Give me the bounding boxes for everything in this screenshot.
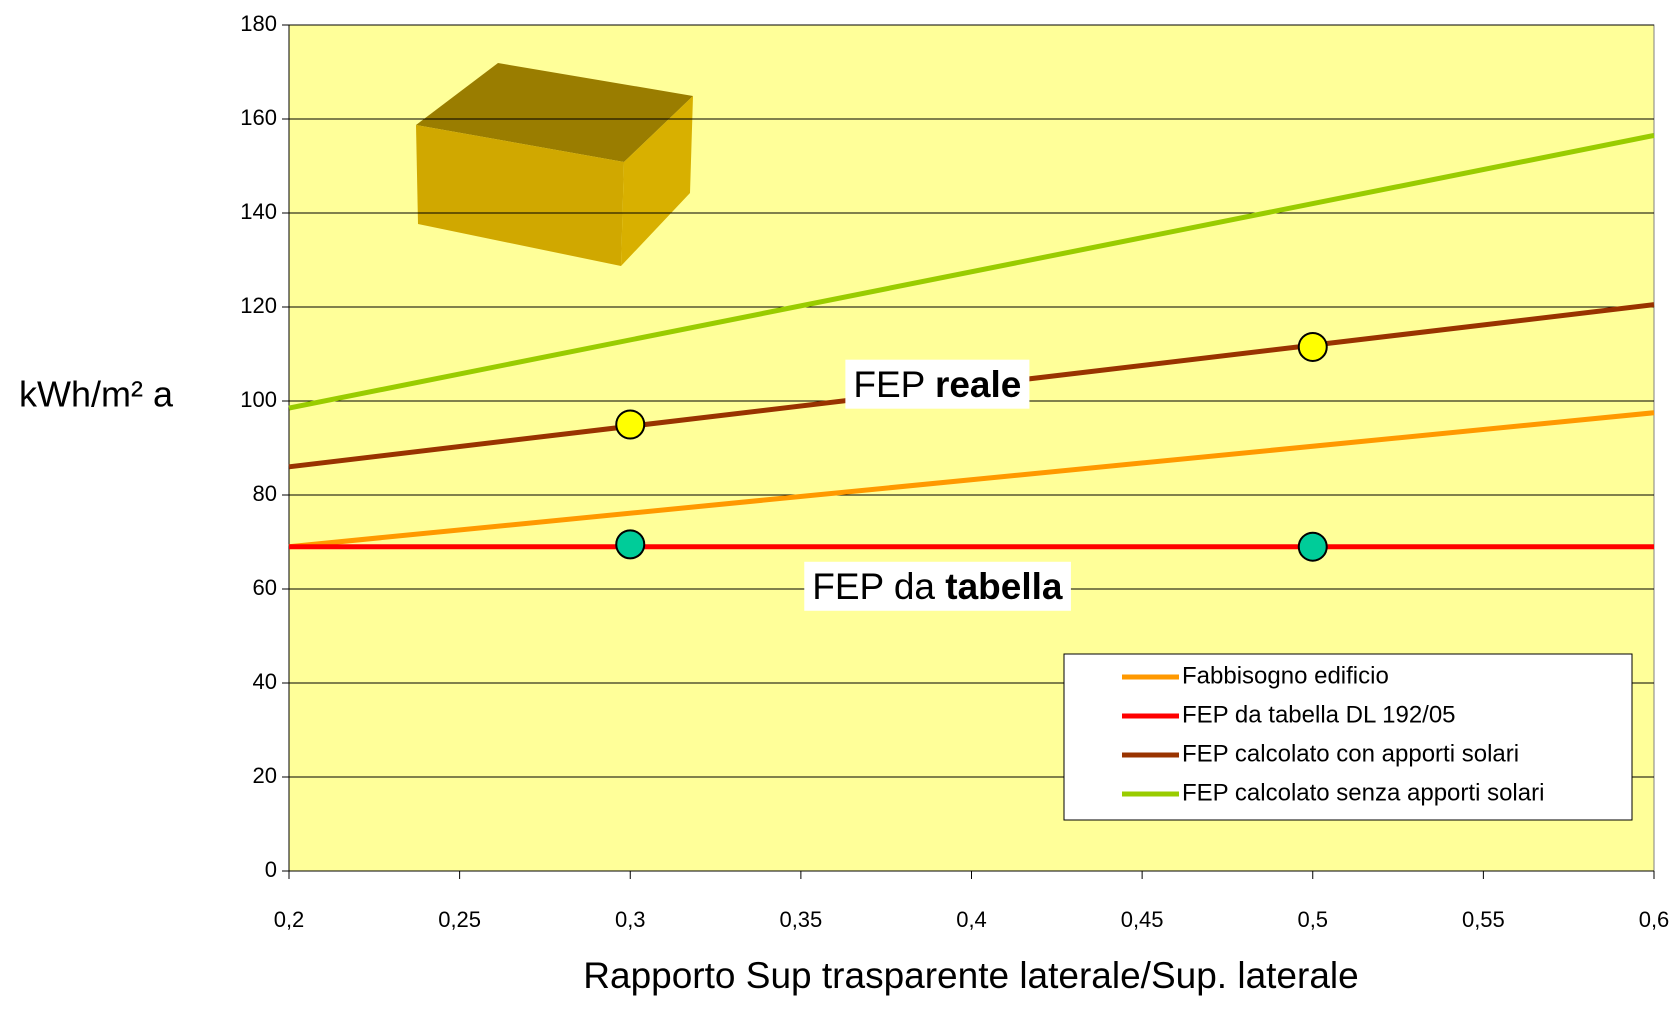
y-tick-label: 40 [253, 669, 277, 694]
y-tick-label: 120 [240, 293, 277, 318]
y-tick-label: 20 [253, 763, 277, 788]
x-tick-label: 0,6 [1639, 907, 1670, 932]
annotation-text: FEP da [812, 566, 935, 607]
legend-label: FEP calcolato con apporti solari [1182, 740, 1519, 767]
data-point [616, 411, 644, 439]
y-tick-label: 180 [240, 11, 277, 36]
annotation-emphasis: tabella [945, 566, 1063, 607]
x-tick-label: 0,45 [1121, 907, 1164, 932]
data-point [1299, 533, 1327, 561]
legend-label: FEP da tabella DL 192/05 [1182, 701, 1456, 728]
data-point [1299, 333, 1327, 361]
annotation: FEP da tabella [812, 566, 1063, 607]
y-axis-title: kWh/m² a [19, 374, 174, 415]
x-tick-label: 0,5 [1297, 907, 1328, 932]
annotation: FEP reale [853, 364, 1021, 405]
y-tick-label: 80 [253, 481, 277, 506]
x-tick-label: 0,3 [615, 907, 646, 932]
y-tick-label: 160 [240, 105, 277, 130]
legend-label: Fabbisogno edificio [1182, 662, 1389, 689]
y-tick-label: 100 [240, 387, 277, 412]
legend: Fabbisogno edificio FEP da tabella DL 192… [1064, 654, 1632, 820]
annotation-text: FEP [853, 364, 924, 405]
y-tick-label: 60 [253, 575, 277, 600]
x-tick-label: 0,25 [438, 907, 481, 932]
x-tick-label: 0,2 [274, 907, 305, 932]
legend-label: FEP calcolato senza apporti solari [1182, 779, 1544, 806]
x-axis-title: Rapporto Sup trasparente laterale/Sup. l… [583, 955, 1358, 996]
chart: 0 20 40 60 80 100 120 140 160 180 0,2 0,25 0,3 0,35 0,… [0, 0, 1676, 1012]
x-tick-label: 0,35 [779, 907, 822, 932]
x-tick-label: 0,4 [956, 907, 987, 932]
y-tick-label: 140 [240, 199, 277, 224]
annotation-emphasis: reale [935, 364, 1021, 405]
x-tick-label: 0,55 [1462, 907, 1505, 932]
data-point [616, 530, 644, 558]
y-tick-label: 0 [265, 857, 277, 882]
